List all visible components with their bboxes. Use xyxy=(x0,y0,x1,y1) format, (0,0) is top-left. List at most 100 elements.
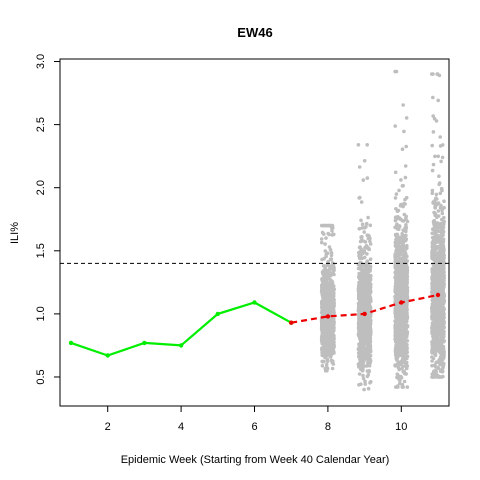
forecast-point xyxy=(438,135,443,139)
forecast-point xyxy=(366,358,371,363)
forecast-point xyxy=(430,310,435,315)
forecast-point xyxy=(364,225,368,229)
forecast-point xyxy=(438,303,442,308)
forecast-point xyxy=(359,218,363,223)
forecast-point xyxy=(393,170,398,175)
forecast-point xyxy=(367,303,372,307)
forecast-point xyxy=(323,249,328,253)
forecast-point xyxy=(361,373,365,378)
forecast-point xyxy=(323,266,328,270)
forecast-point xyxy=(437,174,441,178)
y-tick-label: 3.0 xyxy=(35,54,47,69)
forecast-point xyxy=(359,367,363,372)
forecast-point xyxy=(323,350,328,354)
forecast-point xyxy=(398,238,402,243)
observed-point xyxy=(252,300,257,305)
forecast-point xyxy=(367,307,371,312)
forecast-point xyxy=(402,379,407,384)
forecast-point xyxy=(402,354,406,359)
forecast-point xyxy=(329,301,334,306)
forecast-point xyxy=(366,236,371,241)
forecast-point xyxy=(434,192,439,197)
forecast-point xyxy=(360,298,365,303)
forecast-point xyxy=(404,351,408,356)
forecast-point xyxy=(436,154,441,159)
forecast-cloud-week-10 xyxy=(393,69,410,389)
forecast-point xyxy=(393,290,398,295)
forecast-point xyxy=(394,254,399,258)
forecast-point xyxy=(400,311,405,315)
forecast-point xyxy=(365,342,370,346)
forecast-point xyxy=(438,191,443,196)
forecast-point xyxy=(439,284,444,288)
forecast-point xyxy=(403,341,408,346)
forecast-point xyxy=(401,346,406,351)
forecast-point xyxy=(436,98,441,103)
forecast-point xyxy=(436,289,441,294)
forecast-point xyxy=(432,116,437,121)
forecast-point-max xyxy=(430,72,434,76)
forecast-point xyxy=(430,355,434,359)
forecast-point xyxy=(435,202,440,207)
forecast-point xyxy=(432,320,436,324)
forecast-point xyxy=(405,243,409,248)
forecast-point xyxy=(394,192,399,196)
forecast-point xyxy=(397,353,401,358)
forecast-point xyxy=(321,278,325,282)
forecast-point xyxy=(435,234,439,238)
forecast-point xyxy=(363,271,367,275)
forecast-point xyxy=(398,288,403,292)
forecast-point xyxy=(442,266,446,270)
forecast-point xyxy=(397,272,401,277)
forecast-point xyxy=(432,210,436,215)
forecast-point xyxy=(403,333,407,338)
y-axis: 0.5 1.0 1.5 2.0 2.5 3.0 xyxy=(35,54,60,385)
forecast-point xyxy=(357,301,362,305)
series-lines xyxy=(60,262,449,358)
forecast-point xyxy=(327,245,332,249)
forecast-point xyxy=(430,191,435,195)
forecast-point xyxy=(322,309,327,314)
forecast-point xyxy=(359,281,363,286)
forecast-point xyxy=(319,237,324,241)
forecast-point xyxy=(395,384,400,388)
forecast-point xyxy=(404,116,409,120)
forecast-point xyxy=(431,329,436,334)
forecast-point xyxy=(435,72,440,76)
forecast-point xyxy=(394,263,398,268)
forecast-point xyxy=(365,143,370,147)
forecast-point xyxy=(400,382,405,387)
forecast-point xyxy=(328,334,332,339)
forecast-cloud-week-11 xyxy=(430,72,447,379)
forecast-point xyxy=(401,369,406,374)
forecast-point xyxy=(430,231,435,236)
forecast-point xyxy=(430,286,434,291)
forecast-point xyxy=(361,316,366,321)
forecast-point xyxy=(440,367,444,371)
forecast-point xyxy=(360,226,365,230)
forecast-point xyxy=(367,247,372,252)
observed-point xyxy=(105,353,110,358)
forecast-point xyxy=(359,247,363,251)
forecast-point xyxy=(320,257,324,262)
forecast-mean-point xyxy=(435,292,441,298)
forecast-point xyxy=(331,291,335,296)
forecast-point xyxy=(360,266,364,271)
forecast-point xyxy=(431,249,435,253)
forecast-point xyxy=(396,336,401,340)
forecast-point xyxy=(441,227,445,231)
forecast-point xyxy=(330,228,334,233)
chart-title: EW46 xyxy=(237,25,272,40)
forecast-point xyxy=(330,360,335,364)
forecast-point xyxy=(327,267,332,272)
y-axis-label: ILI% xyxy=(9,222,21,244)
forecast-point xyxy=(357,383,361,387)
forecast-point xyxy=(324,336,329,341)
forecast-point xyxy=(430,324,435,328)
forecast-point xyxy=(365,176,370,180)
forecast-point xyxy=(433,246,437,251)
forecast-point xyxy=(394,333,398,337)
forecast-point xyxy=(400,351,405,355)
forecast-point xyxy=(435,244,440,249)
forecast-point xyxy=(405,297,410,301)
